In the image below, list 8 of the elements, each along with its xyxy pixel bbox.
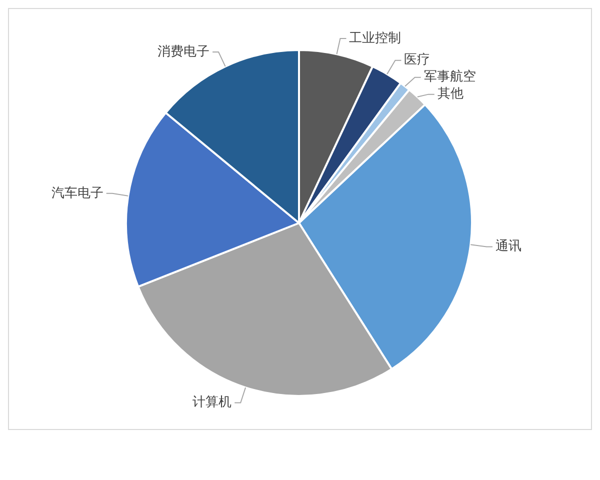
slice-label: 其他 [437,86,464,102]
slice-label: 军事航空 [424,70,476,85]
slice-label: 消费电子 [158,44,210,60]
slice-label: 工业控制 [349,30,402,46]
slice-label: 通讯 [496,239,522,254]
slice-label: 计算机 [192,395,232,410]
slice-label: 汽车电子 [51,186,104,201]
slice-label: 医疗 [404,52,430,68]
